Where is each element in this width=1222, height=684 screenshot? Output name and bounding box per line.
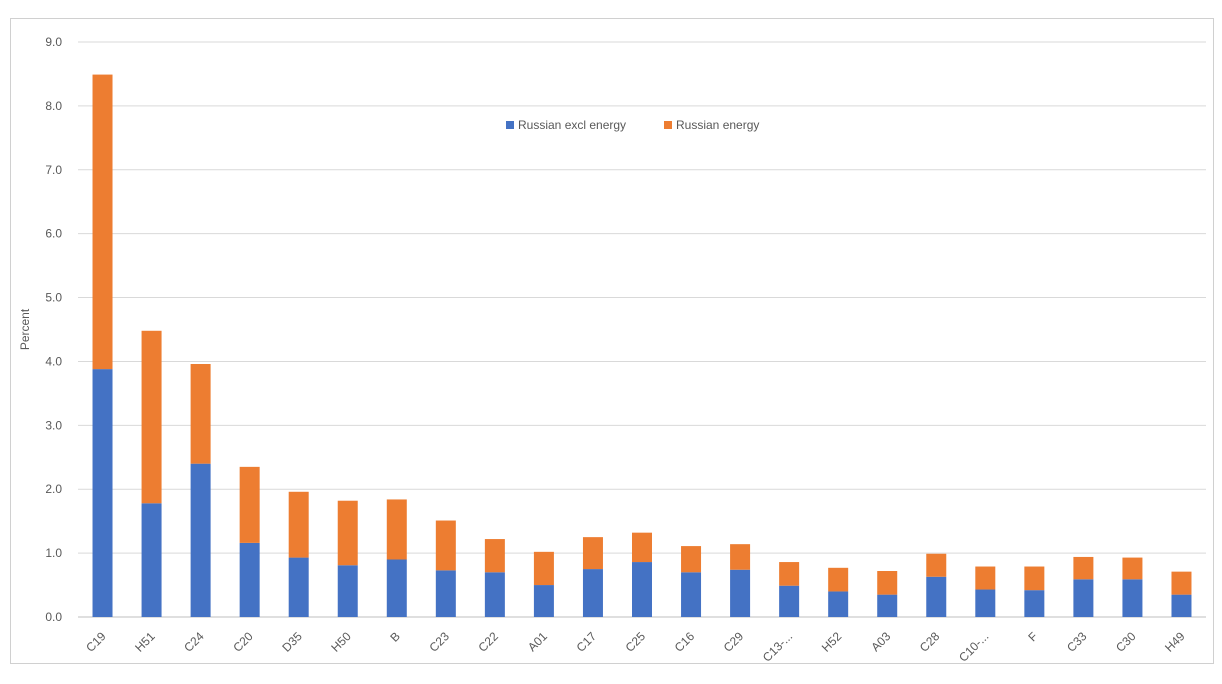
y-tick-label: 2.0 [45,482,62,496]
bar-russian-excl-energy [288,557,309,617]
x-tick-label: C20 [230,629,256,655]
bar-russian-excl-energy [681,572,702,617]
x-tick-label: C29 [721,629,747,655]
bar-russian-excl-energy [337,565,358,617]
bar-russian-energy [779,562,800,586]
bar-russian-energy [1024,566,1045,591]
bar-russian-energy [484,539,505,573]
x-tick-label: C24 [181,629,207,655]
y-tick-label: 9.0 [45,35,62,49]
bar-russian-energy [582,537,603,570]
x-tick-label: C17 [574,629,600,655]
legend-swatch [664,121,672,129]
bar-russian-excl-energy [582,569,603,617]
bar-russian-energy [828,567,849,592]
x-tick-label: C30 [1113,629,1139,655]
bar-russian-excl-energy [1073,579,1094,617]
x-tick-label: C28 [917,629,943,655]
x-tick-label: B [387,629,403,645]
chart-frame: 0.0 1.0 2.0 3.0 4.0 5.0 6.0 7.0 8.0 9.0 C19 H51 C24… [10,18,1214,665]
x-tick-label: D35 [279,629,305,655]
bar-russian-energy [1171,571,1192,595]
y-tick-label: 3.0 [45,418,62,432]
y-tick-label: 1.0 [45,546,62,560]
bar-russian-energy [141,330,162,504]
bar-russian-excl-energy [92,369,113,617]
bar-russian-excl-energy [239,542,260,617]
bar-russian-energy [190,364,211,464]
bar-russian-excl-energy [141,503,162,617]
x-tick-label: C23 [426,629,452,655]
bar-russian-energy [975,566,996,590]
bar-russian-energy [632,532,652,563]
bar-russian-energy [877,571,898,595]
bar-russian-excl-energy [1171,594,1192,617]
x-tick-label: C22 [476,629,502,655]
legend-label: Russian energy [676,118,759,132]
x-tick-label: A03 [868,629,893,654]
bar-russian-excl-energy [190,463,211,617]
bar-russian-energy [288,491,309,558]
legend-swatch [506,121,514,129]
bar-russian-excl-energy [1122,579,1143,617]
y-tick-label: 7.0 [45,163,62,177]
bar-russian-excl-energy [828,591,849,617]
bar-russian-excl-energy [877,594,898,617]
y-tick-label: 5.0 [45,291,62,305]
x-tick-label: C10-... [956,629,991,663]
x-tick-label: H50 [328,629,354,655]
x-tick-label: H51 [132,629,158,655]
bar-russian-excl-energy [484,572,505,617]
bar-russian-excl-energy [533,585,554,617]
bar-russian-excl-energy [386,559,407,617]
x-tick-label: C19 [83,629,109,655]
x-tick-label: C13-... [760,629,795,663]
x-tick-label: A01 [525,629,550,654]
y-tick-label: 4.0 [45,354,62,368]
bar-russian-excl-energy [730,569,751,617]
bar-russian-excl-energy [779,585,800,617]
bar-russian-excl-energy [926,576,947,617]
bar-russian-energy [730,544,751,570]
bar-russian-excl-energy [975,589,996,617]
bar-russian-energy [337,500,358,566]
x-tick-label: C33 [1064,629,1090,655]
x-tick-label: C25 [623,629,649,655]
y-axis-ticks: 0.0 1.0 2.0 3.0 4.0 5.0 6.0 7.0 8.0 9.0 [45,35,62,624]
bar-russian-energy [239,466,260,543]
bar-russian-energy [926,553,947,577]
y-tick-label: 0.0 [45,610,62,624]
x-tick-label: H49 [1162,629,1188,655]
x-tick-label: C16 [672,629,698,655]
legend-label: Russian excl energy [518,118,626,132]
y-axis-label: Percent [18,308,32,350]
legend: Russian excl energy Russian energy [506,118,759,132]
x-tick-label: F [1025,629,1040,644]
bar-russian-excl-energy [435,570,456,617]
bar-russian-energy [533,551,554,586]
x-axis-ticks: C19 H51 C24 C20 D35 H50 B C23 C22 A01 C17 C25 C16 C29… [83,629,1188,665]
bars [92,74,1192,617]
bar-russian-excl-energy [1024,590,1045,617]
gridlines [78,41,1206,618]
bar-russian-energy [681,546,702,573]
x-tick-label: H52 [819,629,845,655]
y-tick-label: 6.0 [45,227,62,241]
bar-russian-energy [386,499,407,560]
bar-russian-energy [1122,557,1143,580]
bar-russian-energy [92,74,113,370]
y-tick-label: 8.0 [45,99,62,113]
chart: 0.0 1.0 2.0 3.0 4.0 5.0 6.0 7.0 8.0 9.0 C19 H51 C24… [18,35,1206,665]
bar-russian-energy [1073,556,1094,580]
bar-russian-energy [435,520,456,571]
bar-russian-excl-energy [632,562,652,617]
